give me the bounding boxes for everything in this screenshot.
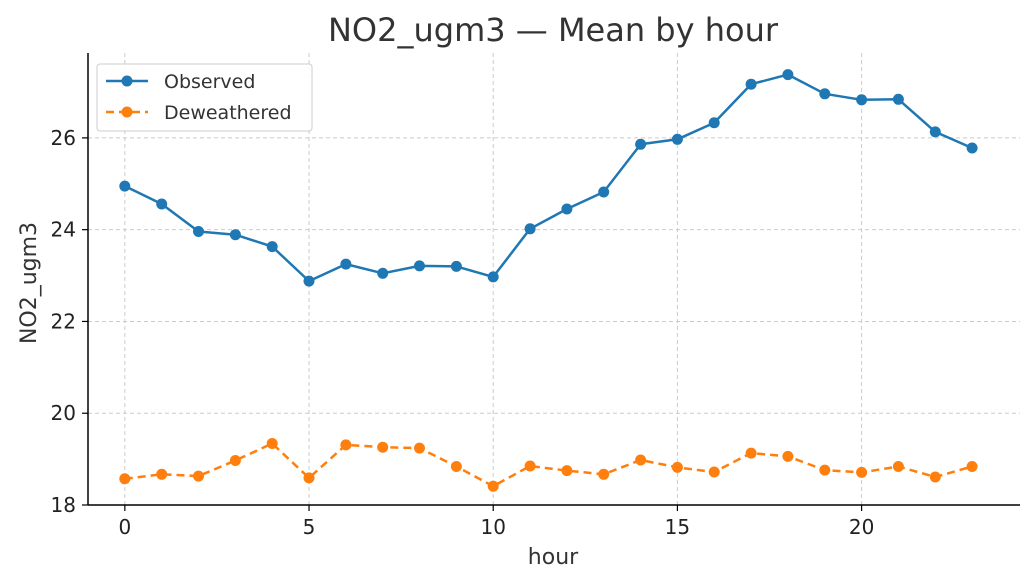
series-line-observed — [124, 73, 973, 283]
data-point-deweathered — [414, 442, 425, 454]
data-point-deweathered — [929, 471, 941, 483]
data-point-observed — [782, 69, 794, 81]
legend-deweathered-marker-sample — [121, 106, 133, 118]
data-point-observed — [892, 93, 904, 105]
data-point-deweathered — [598, 468, 610, 480]
data-point-observed — [414, 260, 425, 272]
data-point-observed — [487, 271, 499, 283]
legend: Observed Deweathered — [96, 63, 313, 132]
data-point-observed — [929, 126, 941, 138]
data-point-observed — [671, 133, 683, 145]
data-point-observed — [856, 94, 868, 106]
data-point-observed — [119, 180, 131, 192]
data-point-observed — [156, 198, 168, 210]
y-tick-label: 20 — [51, 401, 76, 425]
x-axis-label: hour — [528, 545, 579, 570]
data-point-observed — [266, 241, 278, 253]
y-tick-label: 24 — [51, 218, 76, 242]
data-point-observed — [450, 260, 462, 272]
data-point-deweathered — [524, 460, 536, 472]
data-point-observed — [561, 203, 573, 215]
legend-observed-marker-sample — [121, 75, 133, 87]
series-layer — [119, 69, 978, 492]
x-tick-label: 10 — [480, 515, 505, 539]
data-point-observed — [229, 229, 241, 241]
data-point-observed — [377, 267, 389, 279]
y-tick-label: 18 — [51, 493, 76, 517]
data-point-deweathered — [266, 438, 278, 449]
data-point-deweathered — [856, 466, 868, 478]
data-point-deweathered — [819, 464, 831, 476]
data-point-deweathered — [892, 461, 904, 472]
x-ticks: 0 5 10 15 20 — [118, 505, 874, 539]
y-tick-label: 26 — [51, 126, 76, 150]
y-tick-label: 22 — [51, 309, 76, 333]
series-line-deweathered — [124, 442, 973, 488]
data-point-observed — [745, 78, 757, 90]
data-point-observed — [635, 138, 647, 150]
data-point-deweathered — [377, 441, 389, 453]
data-point-deweathered — [635, 454, 647, 466]
data-point-deweathered — [303, 472, 315, 484]
data-point-deweathered — [671, 461, 683, 473]
data-point-deweathered — [561, 465, 573, 477]
data-point-observed — [708, 117, 720, 129]
data-point-deweathered — [156, 468, 168, 480]
data-point-deweathered — [745, 447, 757, 459]
data-point-deweathered — [193, 470, 204, 482]
data-point-observed — [598, 186, 610, 198]
data-point-observed — [193, 226, 204, 237]
x-tick-label: 5 — [303, 515, 316, 539]
data-point-deweathered — [119, 473, 131, 485]
data-point-deweathered — [782, 450, 794, 462]
data-point-observed — [966, 142, 978, 154]
legend-frame — [96, 63, 313, 132]
data-point-observed — [303, 275, 315, 287]
data-point-deweathered — [229, 455, 241, 466]
data-point-observed — [340, 258, 352, 270]
legend-observed-label: Observed — [164, 71, 255, 93]
data-point-deweathered — [708, 466, 720, 478]
legend-deweathered-label: Deweathered — [164, 102, 292, 124]
axes — [87, 53, 1020, 506]
x-tick-label: 20 — [849, 515, 874, 539]
chart-title: NO2_ugm3 — Mean by hour — [328, 11, 779, 49]
data-point-deweathered — [340, 439, 352, 451]
x-tick-label: 0 — [118, 515, 131, 539]
data-point-observed — [819, 88, 831, 100]
data-point-deweathered — [450, 461, 462, 472]
data-point-deweathered — [487, 480, 499, 492]
y-axis-label: NO2_ugm3 — [17, 222, 42, 344]
data-point-observed — [524, 223, 536, 235]
data-point-deweathered — [966, 461, 978, 472]
x-tick-label: 15 — [665, 515, 690, 539]
y-ticks: 18 20 22 24 26 — [51, 126, 88, 517]
